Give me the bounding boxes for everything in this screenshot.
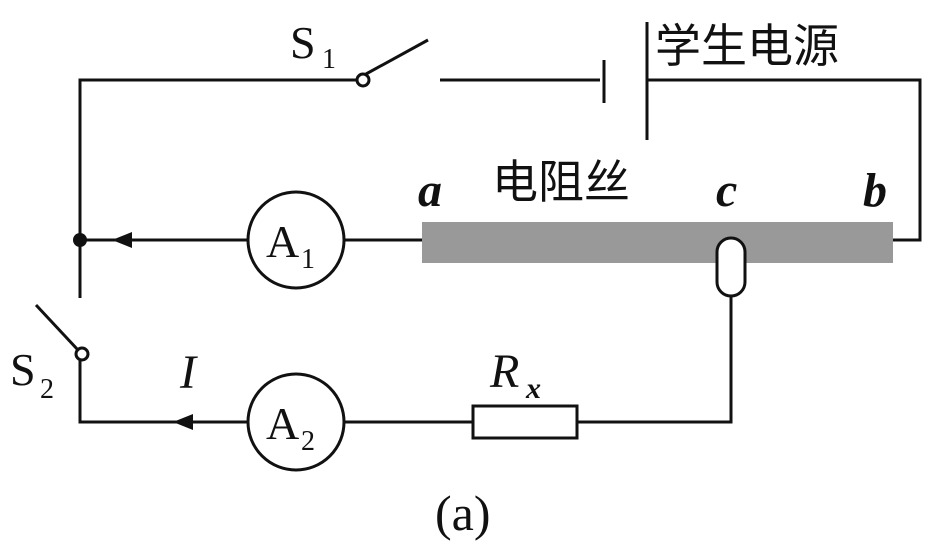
power-supply: 学生电源 — [602, 19, 839, 140]
point-a-label: a — [418, 164, 442, 217]
current-arrow-bottom — [173, 414, 193, 430]
figure-caption: (a) — [435, 485, 491, 541]
ammeter-a2: A 2 — [246, 372, 473, 472]
resistor-rx: R x — [471, 345, 579, 440]
ammeter-a2-subscript: 2 — [301, 426, 315, 457]
ammeter-a1: A 1 — [246, 190, 346, 290]
resistor-subscript: x — [525, 372, 541, 405]
current-arrow-top — [112, 232, 132, 248]
resistance-wire-label: 电阻丝 — [492, 155, 630, 209]
switch-s2-label: S — [10, 344, 36, 395]
top-loop-wires — [78, 78, 922, 298]
resistor-label: R — [489, 345, 519, 398]
current-label: I — [179, 346, 198, 399]
ammeter-a2-label: A — [266, 398, 299, 449]
switch-s2: S 2 — [10, 303, 248, 424]
switch-s2-subscript: 2 — [40, 374, 54, 405]
resistance-wire-group: 电阻丝 a c b — [418, 155, 893, 263]
resistance-wire — [422, 222, 893, 263]
power-supply-label: 学生电源 — [655, 19, 839, 73]
ammeter-a1-subscript: 1 — [301, 244, 315, 275]
junction-dot — [73, 233, 87, 247]
point-c-label: c — [716, 164, 737, 217]
switch-s1: S 1 — [290, 17, 429, 88]
sliding-contact-c — [577, 236, 747, 424]
ammeter-a1-label: A — [266, 216, 299, 267]
switch-s1-label: S — [290, 17, 316, 68]
point-b-label: b — [863, 164, 887, 217]
switch-s1-subscript: 1 — [322, 44, 336, 75]
